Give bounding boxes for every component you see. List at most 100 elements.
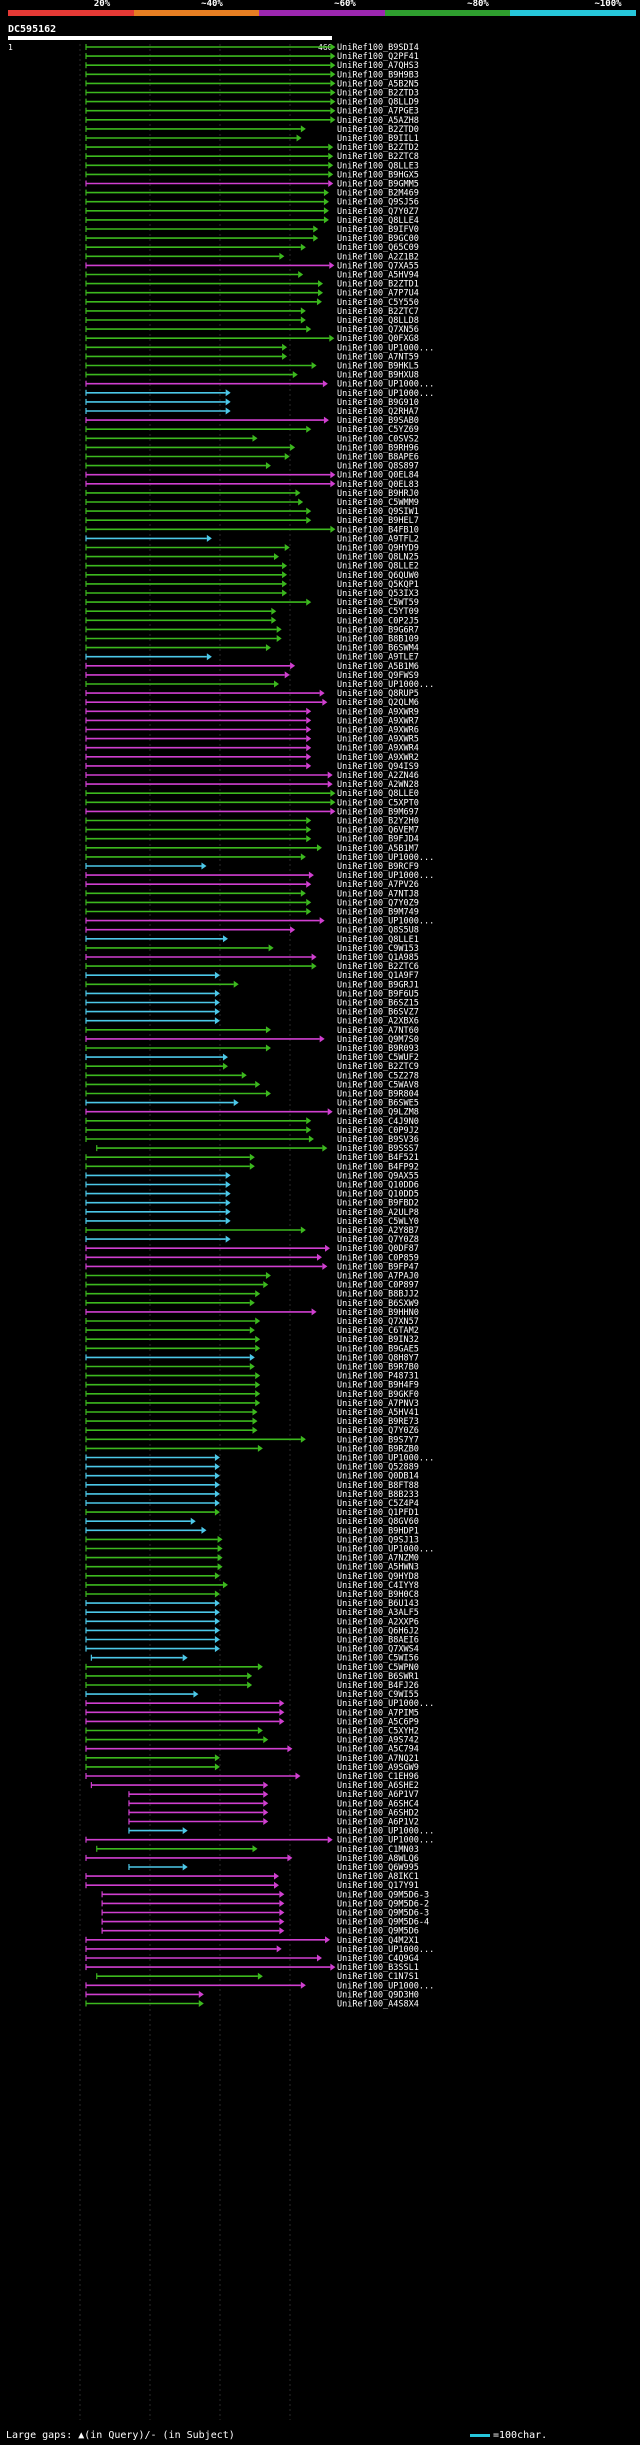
hit-end-arrow (226, 398, 231, 405)
hit-end-arrow (255, 1372, 260, 1379)
hit-end-arrow (318, 289, 323, 296)
hit-end-arrow (306, 735, 311, 742)
hit-end-arrow (279, 1709, 284, 1716)
hit-end-arrow (282, 344, 287, 351)
hit-end-arrow (215, 990, 220, 997)
hit-end-arrow (266, 1045, 271, 1052)
hit-end-arrow (271, 608, 276, 615)
hit-end-arrow (282, 353, 287, 360)
hit-end-arrow (306, 835, 311, 842)
hit-end-arrow (255, 1290, 260, 1297)
hit-end-arrow (330, 71, 335, 78)
hit-end-arrow (215, 1627, 220, 1634)
scale-swatch (470, 2434, 490, 2437)
hit-end-arrow (226, 1217, 231, 1224)
scale-text: =100char. (493, 2430, 547, 2441)
hit-end-arrow (324, 189, 329, 196)
hit-end-arrow (255, 1318, 260, 1325)
hit-end-arrow (250, 1299, 255, 1306)
hit-end-arrow (322, 1263, 327, 1270)
hit-end-arrow (322, 699, 327, 706)
hit-end-arrow (282, 562, 287, 569)
hit-end-arrow (199, 2000, 204, 2007)
hit-end-arrow (250, 1354, 255, 1361)
footer-scale-note: =100char. (470, 2430, 547, 2441)
hit-end-arrow (263, 1809, 268, 1816)
hit-end-arrow (301, 317, 306, 324)
hit-end-arrow (293, 371, 298, 378)
hit-end-arrow (306, 762, 311, 769)
hit-end-arrow (215, 1463, 220, 1470)
hit-end-arrow (330, 80, 335, 87)
hit-end-arrow (328, 180, 333, 187)
hit-end-arrow (330, 799, 335, 806)
hit-end-arrow (223, 1063, 228, 1070)
hit-end-arrow (328, 162, 333, 169)
hit-end-arrow (250, 1154, 255, 1161)
hit-end-arrow (306, 508, 311, 515)
hit-end-arrow (253, 435, 258, 442)
hit-end-arrow (301, 1436, 306, 1443)
hit-end-arrow (320, 690, 325, 697)
hit-end-arrow (218, 1536, 223, 1543)
hit-end-arrow (215, 1754, 220, 1761)
hit-label: UniRef100_A4S8X4 (337, 2000, 419, 2010)
hit-end-arrow (250, 1163, 255, 1170)
hit-end-arrow (255, 1399, 260, 1406)
hit-end-arrow (325, 1936, 330, 1943)
hit-end-arrow (266, 1026, 271, 1033)
hit-end-arrow (223, 1581, 228, 1588)
hit-end-arrow (279, 1700, 284, 1707)
hit-end-arrow (279, 1909, 284, 1916)
hit-end-arrow (301, 125, 306, 132)
hit-end-arrow (330, 44, 335, 51)
hit-end-arrow (263, 1791, 268, 1798)
hit-end-arrow (297, 135, 302, 142)
hit-end-arrow (320, 1035, 325, 1042)
hit-end-arrow (330, 526, 335, 533)
hit-end-arrow (207, 653, 212, 660)
hit-end-arrow (317, 1955, 322, 1962)
hit-end-arrow (226, 1181, 231, 1188)
hit-end-arrow (253, 1427, 258, 1434)
hit-end-arrow (290, 926, 295, 933)
hit-end-arrow (215, 1591, 220, 1598)
hit-end-arrow (266, 1090, 271, 1097)
hit-end-arrow (290, 444, 295, 451)
hit-end-arrow (306, 826, 311, 833)
hit-end-arrow (223, 935, 228, 942)
hit-end-arrow (324, 198, 329, 205)
hit-end-arrow (318, 280, 323, 287)
hit-end-arrow (226, 1208, 231, 1215)
hit-end-arrow (183, 1654, 188, 1661)
hit-end-arrow (191, 1518, 196, 1525)
hit-end-arrow (330, 62, 335, 69)
hit-end-arrow (274, 681, 279, 688)
hit-end-arrow (226, 408, 231, 415)
hit-end-arrow (306, 881, 311, 888)
hit-end-arrow (330, 1964, 335, 1971)
hit-end-arrow (330, 107, 335, 114)
hit-end-arrow (207, 535, 212, 542)
hit-end-arrow (255, 1336, 260, 1343)
hit-end-arrow (306, 753, 311, 760)
hit-end-arrow (323, 380, 328, 387)
hit-end-arrow (253, 1418, 258, 1425)
hit-end-arrow (226, 1190, 231, 1197)
hit-end-arrow (274, 1873, 279, 1880)
hit-end-arrow (312, 963, 317, 970)
hit-end-arrow (247, 1672, 252, 1679)
hit-end-arrow (279, 1891, 284, 1898)
hit-end-arrow (263, 1818, 268, 1825)
hit-end-arrow (255, 1081, 260, 1088)
hit-end-arrow (215, 1008, 220, 1015)
hit-end-arrow (215, 1572, 220, 1579)
hit-end-arrow (234, 1099, 239, 1106)
hit-end-arrow (328, 781, 333, 788)
hit-end-arrow (263, 1736, 268, 1743)
hit-end-arrow (277, 635, 282, 642)
hit-end-arrow (306, 744, 311, 751)
hit-end-arrow (285, 453, 290, 460)
hit-end-arrow (279, 1927, 284, 1934)
hit-end-arrow (324, 417, 329, 424)
